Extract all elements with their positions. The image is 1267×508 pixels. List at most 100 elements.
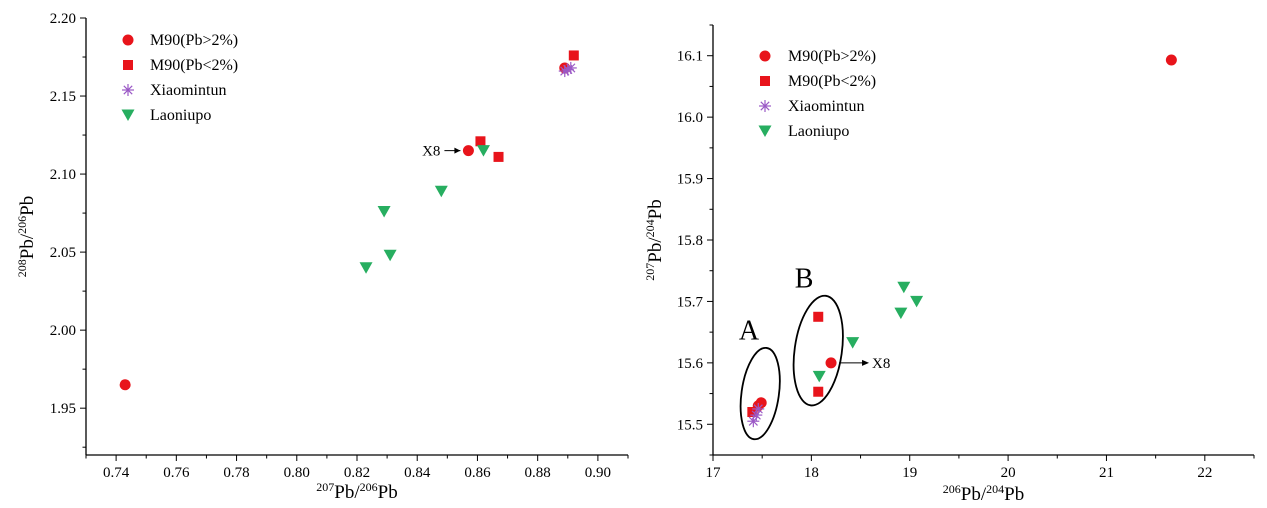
data-point xyxy=(119,379,131,391)
y-tick-label: 15.8 xyxy=(677,233,703,249)
data-point xyxy=(383,249,397,262)
data-point xyxy=(747,407,758,417)
asterisk-stroke xyxy=(753,404,763,414)
axis-title-base: Pb xyxy=(645,199,666,219)
legend-marker xyxy=(122,84,134,96)
axis-title-base: Pb/ xyxy=(17,233,38,259)
legend-label: M90(Pb<2%) xyxy=(788,73,876,90)
data-point xyxy=(377,206,391,218)
x-tick-label: 0.88 xyxy=(525,465,551,481)
legend: M90(Pb>2%) M90(Pb<2%) Xiaomintun Laoniupo xyxy=(758,48,876,140)
data-point xyxy=(476,145,490,157)
data-point xyxy=(434,185,448,198)
annotation-label: X8 xyxy=(872,356,890,372)
annotation-label: X8 xyxy=(422,144,440,160)
axis-title-base: Pb/ xyxy=(961,484,987,505)
x-tick-label: 0.80 xyxy=(284,465,310,481)
data-point xyxy=(846,337,860,349)
data-point xyxy=(564,61,577,74)
y-tick-label: 2.05 xyxy=(50,245,76,261)
data-point xyxy=(568,50,579,61)
x-axis-title: 206Pb/204Pb xyxy=(943,482,1024,505)
y-tick-label: 1.95 xyxy=(50,401,76,417)
y-tick-label: 15.6 xyxy=(677,356,704,372)
legend-marker xyxy=(123,60,133,70)
data-point xyxy=(894,307,908,320)
chart-left: 0.74 0.76 0.78 0.80 0.82 0.84 0.86 0.88 0.90 1.95… xyxy=(15,11,629,503)
y-tick-label: 15.5 xyxy=(677,417,703,433)
legend-label: Xiaomintun xyxy=(788,98,864,115)
axis-title-base: Pb xyxy=(1004,484,1024,505)
data-point xyxy=(897,281,911,294)
axis-title-sup: 206 xyxy=(360,480,378,494)
axis-title-sup: 204 xyxy=(643,219,657,237)
legend-label: Laoniupo xyxy=(788,123,849,140)
legend-label: Laoniupo xyxy=(150,107,211,124)
x-tick-label: 19 xyxy=(902,465,917,481)
data-point xyxy=(813,311,824,322)
legend-label: M90(Pb<2%) xyxy=(150,57,238,74)
data-point xyxy=(475,136,486,147)
asterisk-stroke xyxy=(760,101,770,111)
legend-label: M90(Pb>2%) xyxy=(788,48,876,65)
data-point xyxy=(493,151,504,162)
legend-label: M90(Pb>2%) xyxy=(150,32,238,49)
axis-title-base: Pb/ xyxy=(334,482,360,503)
axis-title-sup: 206 xyxy=(943,482,961,496)
x-tick-label: 0.74 xyxy=(103,465,130,481)
axis-title-base: Pb/ xyxy=(645,237,666,263)
legend-marker xyxy=(759,100,771,112)
x-tick-label: 0.78 xyxy=(223,465,249,481)
legend-marker xyxy=(758,125,772,137)
axis-title-sup: 207 xyxy=(316,480,334,494)
x-tick-label: 18 xyxy=(804,465,819,481)
y-tick-label: 2.10 xyxy=(50,167,76,183)
x-tick-label: 0.84 xyxy=(404,465,431,481)
legend-marker xyxy=(760,76,770,86)
x-tick-label: 0.76 xyxy=(163,465,190,481)
asterisk-stroke xyxy=(751,410,761,420)
axis-title-sup: 204 xyxy=(986,482,1004,496)
x-tick-label: 0.86 xyxy=(464,465,491,481)
group-ellipse-A xyxy=(739,346,781,441)
annotation-arrow-head xyxy=(862,359,870,366)
y-axis-title: 208Pb/206Pb xyxy=(15,196,38,277)
annotation-arrow-head xyxy=(454,147,461,154)
y-tick-label: 2.20 xyxy=(50,11,76,27)
data-point xyxy=(359,262,373,274)
asterisk-stroke xyxy=(566,63,576,73)
legend-marker xyxy=(121,109,135,121)
axis-title-base: Pb xyxy=(378,482,398,503)
data-point xyxy=(752,402,765,415)
axis-title-sup: 207 xyxy=(643,263,657,281)
legend-marker xyxy=(759,50,771,62)
y-axis-title: 207Pb/204Pb xyxy=(643,199,666,280)
y-tick-label: 15.9 xyxy=(677,172,703,188)
x-tick-label: 22 xyxy=(1197,465,1212,481)
legend-label: Xiaomintun xyxy=(150,82,226,99)
y-tick-label: 15.7 xyxy=(677,294,704,310)
data-point xyxy=(910,295,924,308)
group-label-A: A xyxy=(739,316,760,347)
legend-marker xyxy=(122,34,134,46)
y-tick-label: 2.00 xyxy=(50,323,76,339)
axis-title-sup: 208 xyxy=(15,259,29,277)
chart-right: 17 18 19 20 21 22 15.5 15.6 15.7 15.8 15.9 16.0 16.1… xyxy=(643,24,1255,505)
x-tick-label: 21 xyxy=(1099,465,1114,481)
group-label-B: B xyxy=(795,263,814,294)
x-tick-label: 17 xyxy=(706,465,722,481)
x-tick-label: 0.82 xyxy=(344,465,370,481)
group-ellipse-B xyxy=(792,294,844,407)
data-point xyxy=(825,357,837,369)
data-point xyxy=(1165,54,1177,66)
y-tick-label: 16.0 xyxy=(677,110,703,126)
asterisk-stroke xyxy=(123,85,133,95)
x-axis-title: 207Pb/206Pb xyxy=(316,480,397,503)
data-point xyxy=(813,386,824,397)
x-tick-label: 0.90 xyxy=(585,465,611,481)
data-point xyxy=(812,370,826,383)
legend: M90(Pb>2%) M90(Pb<2%) Xiaomintun Laoniupo xyxy=(121,32,238,124)
data-point xyxy=(462,145,474,157)
axis-title-base: Pb xyxy=(17,196,38,216)
